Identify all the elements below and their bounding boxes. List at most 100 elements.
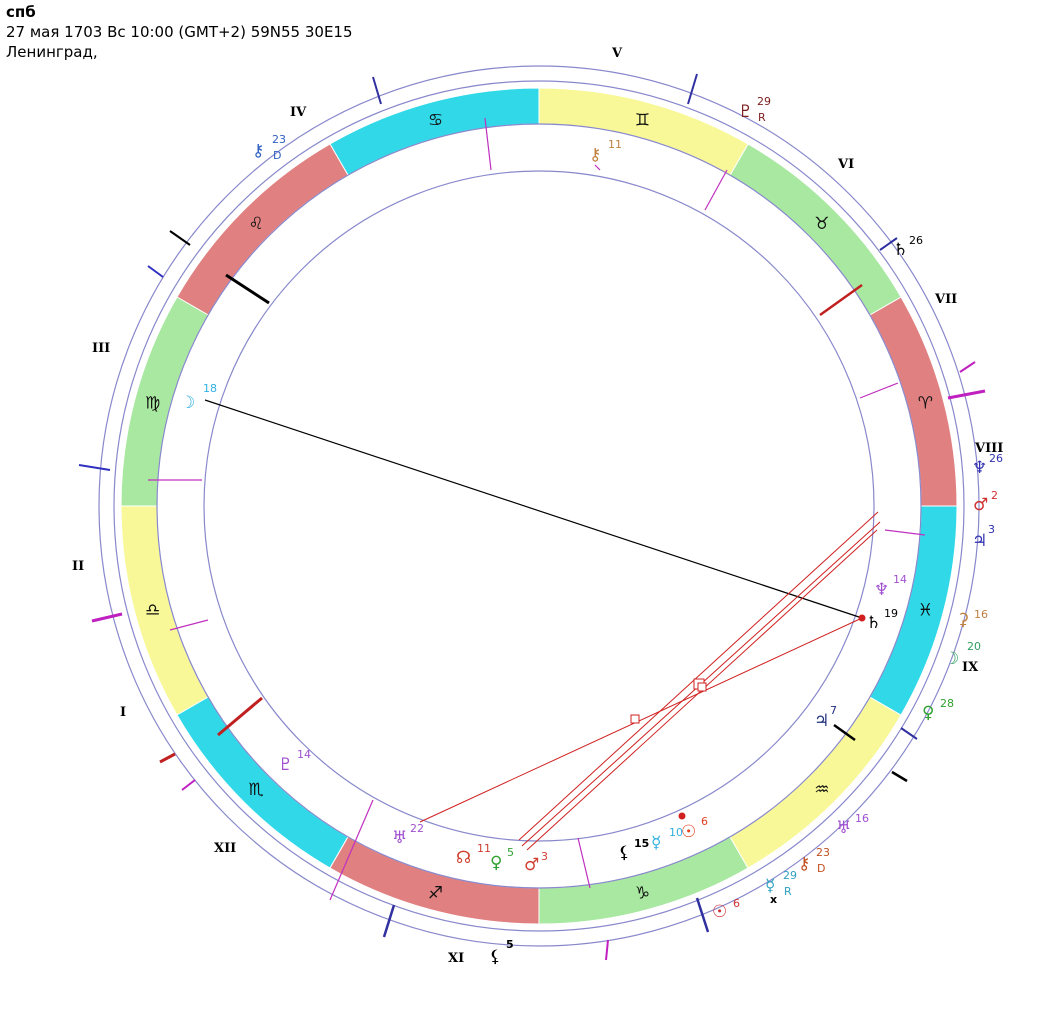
zodiac-inner-border (156, 123, 922, 889)
chiron-outer-2-icon: ⚷ (798, 854, 810, 874)
house-cusp-ticks (78, 73, 986, 961)
mercury-degree: 10 (669, 826, 683, 839)
sign-glyph-scorpio: ♏ (249, 780, 264, 800)
mercury-outer-degree: 29 (783, 869, 797, 882)
planet-lilith: ⚸ 15 (618, 837, 649, 863)
saturn-degree: 19 (884, 607, 898, 620)
outer-chiron-2: ⚷ 23 D (798, 846, 830, 875)
cusp-tick (225, 273, 270, 305)
sign-glyph-sagittarius: ♐ (428, 883, 443, 903)
saturn-outer-icon: ♄ (893, 240, 908, 260)
cusp-tick (687, 73, 698, 105)
venus-degree: 5 (507, 846, 514, 859)
planet-chiron: ⚷ 11 (589, 138, 622, 165)
chiron-icon: ⚷ (589, 145, 601, 165)
venus-outer-icon: ♀ (922, 703, 934, 723)
house-num-6: VI (837, 157, 854, 172)
venus-icon: ♀ (490, 853, 502, 873)
saturn-icon: ♄ (866, 613, 881, 633)
chiron-outer-icon: ⚷ (252, 141, 264, 161)
aspect-lines (204, 399, 881, 851)
chiron-outer-2-degree: 23 (816, 846, 830, 859)
chiron-outer-2-direct: D (817, 862, 825, 875)
mars-degree: 3 (541, 850, 548, 863)
mercury-outer-icon: ☿ (765, 876, 775, 896)
outer-ceres: ⚳ 16 (957, 608, 988, 630)
cusp-tick (181, 779, 196, 791)
inner-cusp-ticks (148, 117, 926, 901)
cusp-tick (959, 361, 976, 373)
moon-icon: ☽ (180, 393, 195, 413)
saturn-outer-degree: 26 (909, 234, 923, 247)
pluto-outer-retro: R (758, 111, 766, 124)
outer-neptune: ♆ 26 (972, 452, 1003, 478)
cusp-tick (91, 612, 123, 623)
cusp-tick (900, 727, 918, 740)
neptune-outer-icon: ♆ (972, 458, 987, 478)
inner-tick (859, 382, 899, 399)
outer-venus: ♀ 28 (922, 697, 954, 723)
chiron-outer-direct: D (273, 149, 281, 162)
planet-moon: ☽ 18 (180, 382, 217, 413)
aspect-marker-square-3 (697, 682, 707, 692)
chart-header: спб 27 мая 1703 Вс 10:00 (GMT+2) 59N55 3… (6, 2, 353, 62)
mars-icon: ♂ (524, 855, 539, 875)
sign-glyph-gemini: ♊ (635, 111, 650, 131)
pluto-icon: ♇ (278, 755, 293, 775)
pluto-outer-degree: 29 (757, 95, 771, 108)
planet-mars: ♂ 3 (524, 850, 548, 875)
sun-outer-degree: 6 (733, 897, 740, 910)
outer-mercury: ☿ 29 R x (765, 869, 797, 906)
cusp-tick (947, 389, 986, 400)
sun-point (678, 812, 686, 820)
sign-glyph-leo: ♌ (249, 214, 264, 234)
chart-title: спб (6, 3, 36, 21)
planet-pluto: ♇ 14 (278, 748, 311, 775)
lilith-degree: 15 (634, 837, 649, 850)
cusp-tick (78, 464, 111, 471)
inner-tick (704, 169, 728, 211)
house-num-7: VII (934, 292, 957, 307)
planet-uranus: ♅ 22 (392, 822, 424, 848)
sign-sector-cancer (329, 87, 540, 176)
cusp-tick (879, 237, 898, 251)
cusp-tick (372, 76, 382, 105)
aspect-line-1 (518, 511, 879, 841)
cusp-tick (605, 939, 609, 961)
cusp-tick (891, 770, 908, 783)
sign-sector-aries (869, 296, 958, 507)
outer-planets: ♇ 29 R ⚷ 23 D ♄ 26 ♆ 26 ♂ 2 ♃ 3 ⚳ 16 (252, 95, 1003, 967)
node-icon: ☊ (456, 848, 471, 868)
jupiter-icon: ♃ (814, 711, 829, 731)
planet-node: ☊ 11 (456, 842, 491, 868)
house-num-4: IV (290, 105, 307, 120)
sun-degree: 6 (701, 815, 708, 828)
mars-outer-icon: ♂ (973, 495, 988, 515)
aspect-marker-square (630, 714, 640, 724)
planet-mercury: ☿ 10 (651, 826, 683, 853)
uranus-outer-degree: 16 (855, 812, 869, 825)
uranus-degree: 22 (410, 822, 424, 835)
outer-saturn: ♄ 26 (893, 234, 923, 260)
inner-tick (594, 164, 601, 171)
chiron-outer-degree: 23 (272, 133, 286, 146)
house-num-1: I (120, 705, 126, 720)
house-numerals: I II III IV V VI VII VIII IX X XI XII (72, 46, 1003, 966)
pluto-degree: 14 (297, 748, 311, 761)
sign-glyph-libra: ♎ (145, 601, 160, 621)
uranus-icon: ♅ (392, 828, 407, 848)
lilith-outer-degree: 5 (506, 938, 514, 951)
pluto-outer-icon: ♇ (738, 102, 753, 122)
aspect-line-saturn-uranus (419, 617, 863, 823)
outer-circle-2 (113, 80, 965, 932)
lilith-outer-icon: ⚸ (489, 947, 501, 967)
jupiter-degree: 7 (830, 704, 837, 717)
cusp-tick (147, 265, 164, 278)
sign-sector-pisces (869, 505, 958, 716)
moon-outer-icon: ☽ (944, 649, 959, 669)
sign-glyph-aquarius: ♒ (814, 780, 829, 800)
house-num-11: XI (448, 951, 464, 966)
sun-icon: ☉ (681, 822, 696, 842)
aspect-line-moon-saturn (204, 399, 863, 619)
